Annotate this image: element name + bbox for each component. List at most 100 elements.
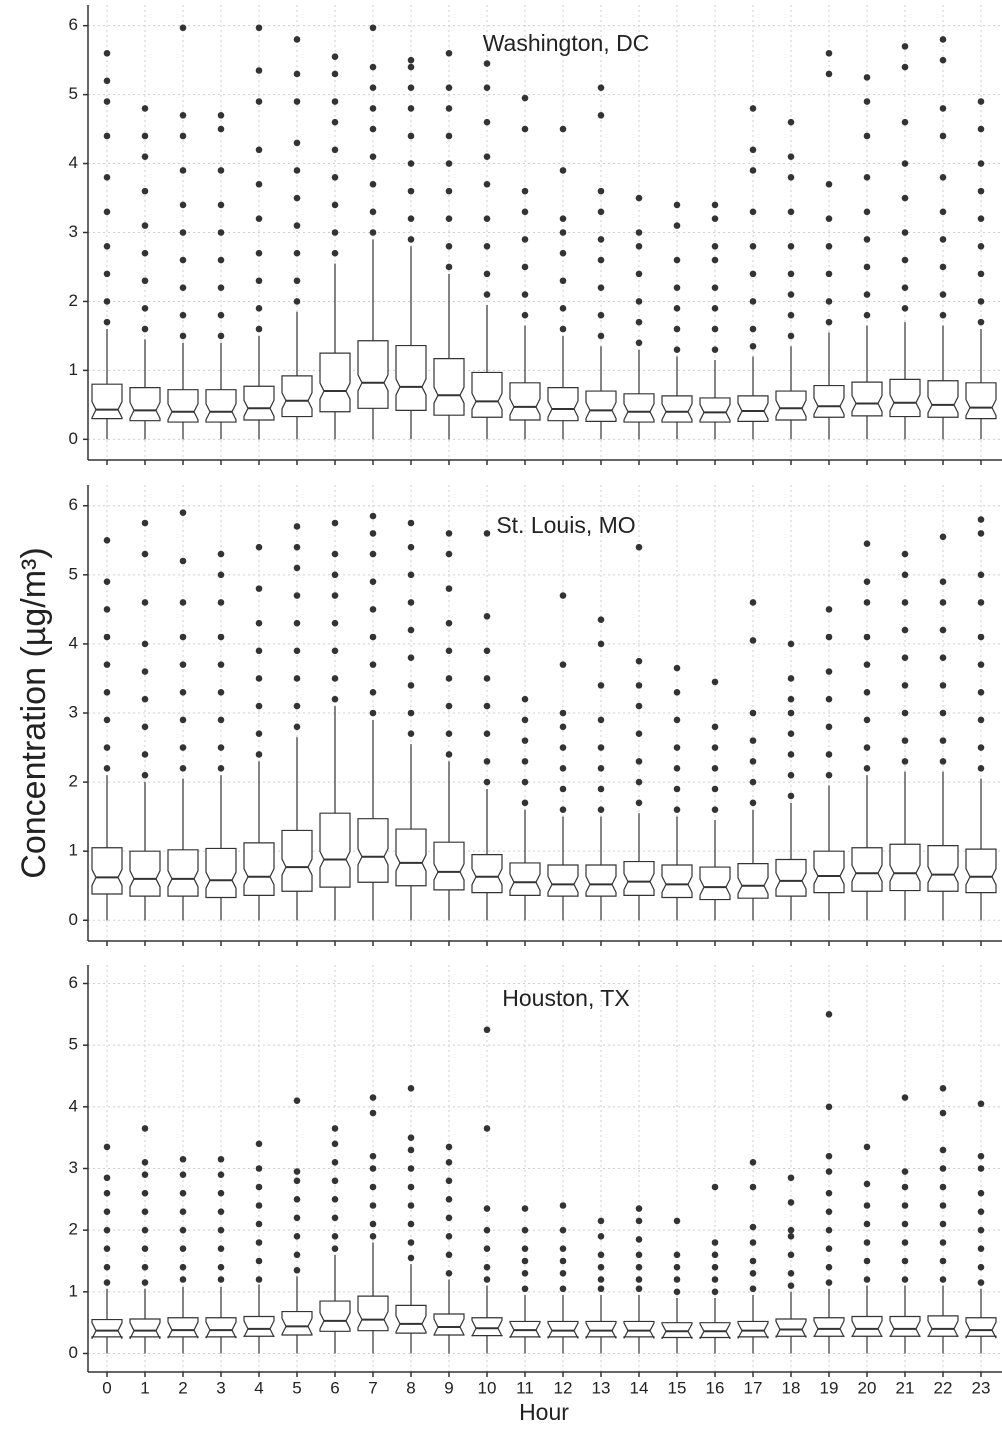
- outlier: [141, 153, 149, 160]
- outlier: [597, 236, 605, 243]
- box: [281, 829, 313, 892]
- outlier: [179, 332, 187, 340]
- outlier: [483, 242, 491, 250]
- outlier: [825, 695, 833, 703]
- outlier: [521, 187, 529, 195]
- outlier: [255, 543, 263, 551]
- outlier: [939, 737, 947, 744]
- outlier: [407, 1239, 415, 1246]
- box: [205, 389, 237, 423]
- outlier: [559, 661, 567, 668]
- outlier: [293, 675, 301, 682]
- box: [889, 378, 921, 418]
- outlier: [597, 785, 605, 793]
- outlier: [103, 298, 111, 305]
- outlier: [597, 1217, 605, 1225]
- outlier: [939, 1146, 947, 1154]
- outlier: [293, 277, 301, 285]
- outlier: [939, 105, 947, 112]
- box: [623, 860, 655, 896]
- outlier: [445, 530, 453, 537]
- outlier: [711, 242, 719, 250]
- outlier: [103, 1143, 111, 1151]
- outlier: [293, 222, 301, 229]
- x-tick-label: 20: [858, 1378, 877, 1397]
- outlier: [939, 599, 947, 606]
- outlier: [255, 215, 263, 223]
- outlier: [825, 298, 833, 305]
- outlier: [635, 730, 643, 738]
- outlier: [749, 167, 757, 174]
- outlier: [635, 1217, 643, 1225]
- outlier: [217, 744, 225, 751]
- outlier: [445, 242, 453, 250]
- box: [91, 1318, 123, 1339]
- outlier: [825, 633, 833, 641]
- outlier: [711, 744, 719, 751]
- outlier: [559, 249, 567, 257]
- box: [91, 847, 123, 895]
- outlier: [293, 1196, 301, 1203]
- outlier: [939, 1257, 947, 1265]
- outlier: [255, 180, 263, 188]
- outlier: [977, 1208, 985, 1215]
- outlier: [825, 1189, 833, 1197]
- outlier: [901, 194, 909, 202]
- outlier: [825, 1152, 833, 1160]
- outlier: [901, 1220, 909, 1228]
- outlier: [901, 682, 909, 689]
- outlier: [217, 201, 225, 209]
- outlier: [255, 1202, 263, 1209]
- outlier: [977, 571, 985, 579]
- outlier: [939, 758, 947, 765]
- outlier: [673, 664, 681, 672]
- box: [91, 383, 123, 420]
- outlier: [863, 633, 871, 641]
- outlier: [179, 256, 187, 264]
- outlier: [217, 284, 225, 291]
- outlier: [141, 1171, 149, 1178]
- outlier: [521, 716, 529, 724]
- outlier: [407, 1202, 415, 1209]
- x-tick-label: 0: [102, 1378, 111, 1397]
- outlier: [597, 1251, 605, 1259]
- outlier: [711, 1263, 719, 1271]
- outlier: [407, 236, 415, 243]
- outlier: [559, 744, 567, 751]
- outlier: [217, 1276, 225, 1283]
- outlier: [179, 229, 187, 236]
- outlier: [407, 1146, 415, 1154]
- box: [319, 812, 351, 888]
- outlier: [179, 112, 187, 119]
- outlier: [369, 530, 377, 537]
- outlier: [141, 1208, 149, 1215]
- outlier: [977, 270, 985, 278]
- outlier: [939, 291, 947, 298]
- outlier: [597, 716, 605, 724]
- outlier: [559, 1245, 567, 1252]
- outlier: [407, 105, 415, 112]
- outlier: [939, 1276, 947, 1283]
- outlier: [179, 744, 187, 751]
- outlier: [521, 208, 529, 216]
- outlier: [445, 263, 453, 271]
- outlier: [939, 1109, 947, 1117]
- outlier: [673, 305, 681, 312]
- outlier: [901, 1183, 909, 1191]
- outlier: [825, 606, 833, 613]
- outlier: [483, 291, 491, 298]
- outlier: [293, 543, 301, 551]
- outlier: [141, 1263, 149, 1271]
- box: [433, 841, 465, 891]
- outlier: [901, 229, 909, 236]
- panel-title: Washington, DC: [483, 30, 650, 56]
- outlier: [179, 1189, 187, 1197]
- outlier: [255, 67, 263, 74]
- outlier: [331, 1177, 339, 1185]
- box: [509, 382, 541, 421]
- outlier: [369, 606, 377, 613]
- outlier: [445, 751, 453, 758]
- outlier: [787, 771, 795, 779]
- panel-title: St. Louis, MO: [496, 512, 635, 538]
- outlier: [825, 270, 833, 278]
